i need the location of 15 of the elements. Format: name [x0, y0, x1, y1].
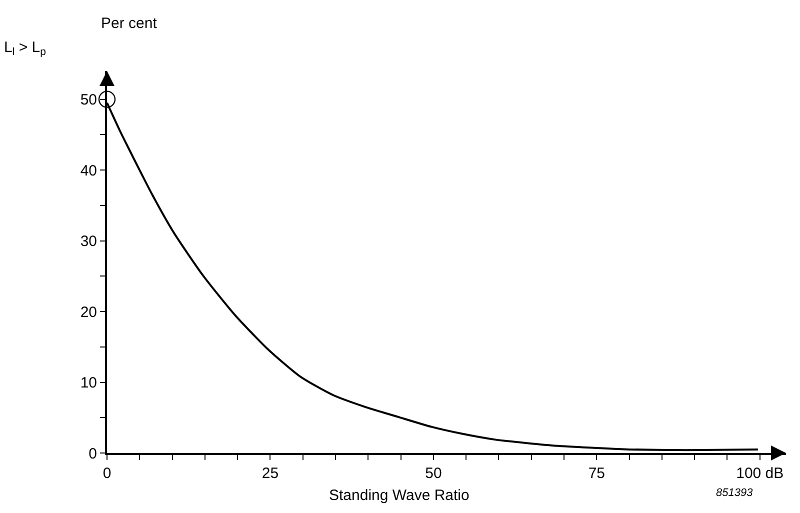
x-tick-label: 50 [425, 465, 442, 482]
x-tick-label: 75 [588, 465, 606, 482]
y-axis-title: Per cent [101, 15, 158, 32]
x-tick-label: 100 dB [736, 465, 784, 482]
x-axis-title: Standing Wave Ratio [329, 487, 470, 504]
y-tick-label: 50 [80, 92, 97, 109]
x-tick-label: 0 [102, 465, 112, 482]
y-tick-label: 0 [88, 445, 97, 462]
x-tick-label: 25 [262, 465, 279, 482]
text: L$_{l}$ > L$_{p}$ [4, 39, 46, 58]
y-tick-label: 20 [80, 304, 97, 321]
y-tick-label: 10 [80, 374, 97, 392]
text: 851393 [716, 487, 754, 499]
y-tick-label: 40 [80, 162, 97, 180]
y-tick-label: 30 [80, 233, 97, 250]
